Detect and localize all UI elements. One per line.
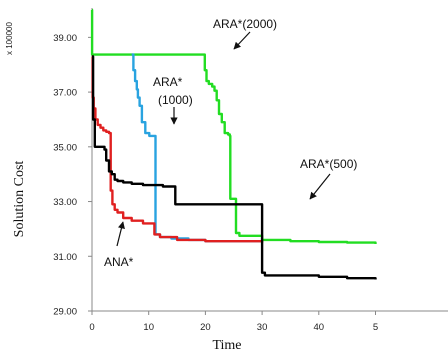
arrow-ara500 <box>309 173 331 200</box>
y-tick-label: 33.00 <box>53 197 77 208</box>
y-tick-label: 37.00 <box>53 88 77 99</box>
arrow-ana <box>116 221 125 247</box>
annotation-label: ANA* <box>104 255 134 269</box>
x-axis-title: Time <box>212 338 241 353</box>
x-tick-label: 40 <box>314 322 325 333</box>
arrow-ara2000 <box>233 31 251 50</box>
y-tick-label: 39.00 <box>53 33 77 44</box>
series-lines <box>90 8 377 280</box>
annotation-label: (1000) <box>158 93 193 107</box>
x-tick-label: 0 <box>89 322 94 333</box>
annotations: ARA*(2000) ARA* (1000) ARA*(500) ANA* <box>104 17 357 269</box>
y-axis-title: Solution Cost <box>12 161 27 238</box>
annotation-label: ARA*(2000) <box>213 17 277 31</box>
x-tick-label: 30 <box>257 322 268 333</box>
y-tick-label: 29.00 <box>53 307 77 318</box>
x-tick-label: 20 <box>200 322 211 333</box>
annotation-label: ARA* <box>153 75 183 89</box>
annotation-label: ARA*(500) <box>300 157 357 171</box>
x-tick-label: 10 <box>143 322 154 333</box>
series-line-ara-2000- <box>90 8 377 244</box>
series-line-ara-1000- <box>131 53 263 243</box>
y-scale-note: x 100000 <box>5 22 14 55</box>
series-line-ana- <box>91 55 264 243</box>
y-tick-label: 31.00 <box>53 252 77 263</box>
y-tick-label: 35.00 <box>53 142 77 153</box>
series-line-ara-500- <box>91 55 377 280</box>
x-tick-label: 5 <box>373 322 378 333</box>
tick-labels: 29.00 31.00 33.00 35.00 37.00 39.00 0 10 20 30 40 5 <box>53 33 378 333</box>
